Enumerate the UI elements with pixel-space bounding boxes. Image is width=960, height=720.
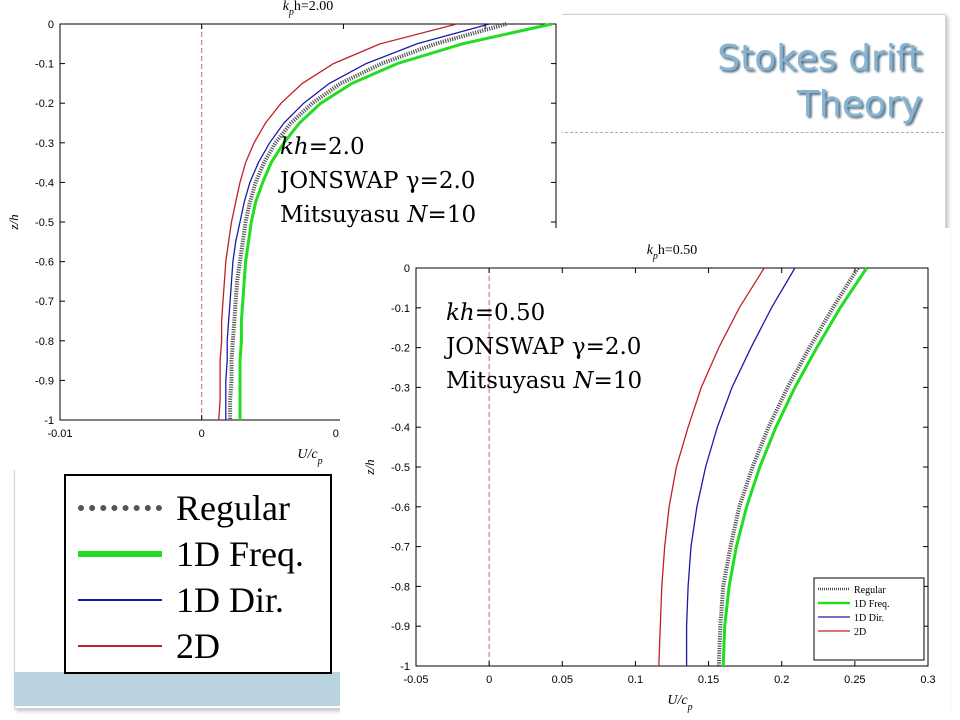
legend-zoom-swatch-dir1d [78,599,162,601]
annotation-spectrum: JONSWAP γ=2.0 [446,334,642,360]
slide-title-line-1: Stokes drift [717,38,922,79]
y-tick-label: 0 [48,19,54,31]
legend-zoom-item-2d: 2D [78,626,220,666]
legend-label: 1D Freq. [854,599,890,610]
y-tick-label: -1 [44,415,54,427]
x-axis-label: U/cp [667,693,692,713]
x-tick-label: 0.15 [698,674,719,686]
y-tick-label: -0.9 [35,375,54,387]
y-tick-label: -0.6 [391,502,410,514]
chart-title: kph=2.00 [283,0,334,18]
x-tick-label: 0.3 [920,674,935,686]
legend-label: 1D Dir. [854,613,884,624]
annotation-kh-value: 2.0 [328,134,365,160]
y-tick-label: -0.7 [391,542,410,554]
annotation-kh-2: kh=2.0 JONSWAP γ=2.0 Mitsuyasu N=10 [280,134,477,228]
legend-zoom-inset: Regular 1D Freq. 1D Dir. 2D [64,474,332,674]
x-tick-label: -0.05 [403,674,428,686]
annotation-spreading-value: 10 [612,368,643,394]
legend-zoom-item-regular: Regular [78,488,290,528]
legend-label: 2D [854,627,866,638]
y-tick-label: -0.2 [35,98,54,110]
series-line-freq1d [721,267,868,667]
annotation-kh-value: 0.50 [494,300,546,326]
y-tick-label: -0.9 [391,621,410,633]
legend-zoom-swatch-regular [78,505,162,511]
y-tick-label: -0.7 [35,296,54,308]
series-line-dir2d [658,267,765,667]
annotation-kh-0-5: kh=0.50 JONSWAP γ=2.0 Mitsuyasu N=10 [446,300,643,394]
legend-label: Regular [854,585,886,596]
y-tick-label: -0.3 [35,138,54,150]
y-tick-label: -0.4 [35,177,54,189]
y-tick-label: -0.8 [35,336,54,348]
y-tick-label: -0.1 [391,303,410,315]
x-tick-label: 0 [486,674,492,686]
y-tick-label: -0.5 [391,462,410,474]
y-tick-label: -0.2 [391,343,410,355]
legend-zoom-item-dir1d: 1D Dir. [78,580,284,620]
series-line-freq1d [238,22,553,420]
series-line-dir1d [225,23,490,420]
series-line-dir1d [685,267,796,666]
series-line-dir2d [218,23,457,421]
slide-title-line-2: Theory [796,84,922,125]
x-tick-label: 0 [199,428,205,440]
y-tick-label: -0.3 [391,382,410,394]
x-tick-label: 0.05 [552,674,573,686]
annotation-spreading-value: 10 [446,202,477,228]
y-tick-label: -0.8 [391,581,410,593]
legend-zoom-swatch-freq1d [78,551,162,557]
legend-zoom-label: 1D Freq. [176,534,304,574]
y-tick-label: -0.6 [35,257,54,269]
x-tick-label: 0.2 [774,674,789,686]
legend-zoom-label: Regular [176,488,290,528]
y-axis-label: z/h [362,459,377,475]
chart-title: kph=0.50 [647,243,698,262]
x-axis-label: U/cp [297,447,322,467]
legend-zoom-swatch-2d [78,645,162,647]
y-tick-label: 0 [404,263,410,275]
annotation-spectrum: JONSWAP γ=2.0 [280,168,476,194]
slide-footer-bar [14,672,354,706]
slide-title: Stokes drift Theory [600,36,922,128]
legend-zoom-label: 2D [176,626,220,666]
stokes-drift-chart-kh-0-5: -0.05 0 0.05 0.1 0.15 0.2 0.25 0.3 0 -0.1 -0.2 -0.3… [340,228,950,720]
legend-zoom-label: 1D Dir. [176,580,284,620]
y-axis-label: z/h [6,214,21,230]
series-line-regular [716,266,860,667]
y-tick-label: -0.1 [35,59,54,71]
x-tick-label: -0.01 [47,428,72,440]
y-tick-label: -1 [400,661,410,673]
x-tick-label: 0.1 [628,674,643,686]
x-tick-label: 0.25 [844,674,865,686]
chart-legend [813,577,925,661]
slide-divider [560,132,944,133]
y-tick-label: -0.4 [391,422,410,434]
legend-zoom-item-freq1d: 1D Freq. [78,534,304,574]
y-tick-label: -0.5 [35,217,54,229]
series-line-regular [228,22,507,420]
